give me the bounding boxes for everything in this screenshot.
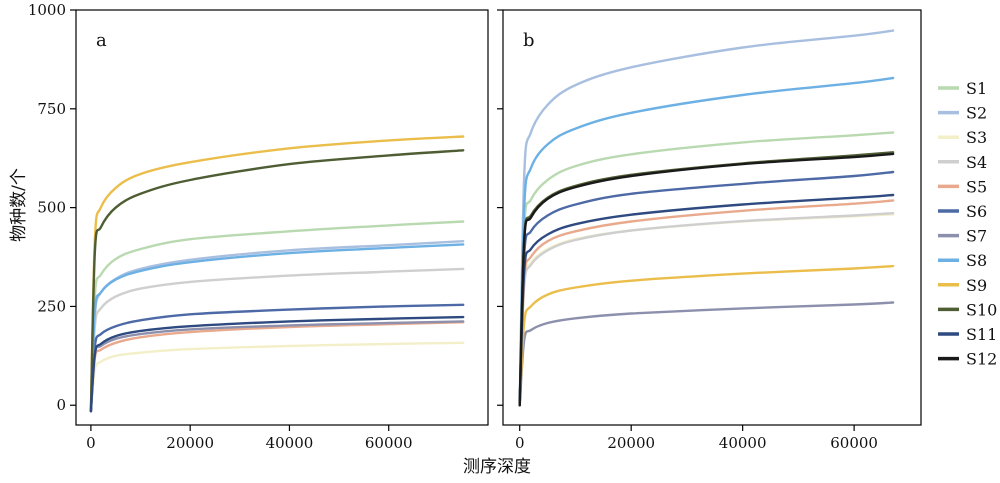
legend-label-s10: S10 — [966, 300, 997, 319]
y-tick-label-500: 500 — [37, 199, 66, 217]
legend-item-s4: S4 — [938, 153, 987, 172]
legend-item-s10: S10 — [938, 300, 997, 319]
series-line-b-s9 — [518, 264, 895, 407]
y-tick-label-750: 750 — [37, 100, 66, 118]
x-tick-label-a-0: 0 — [86, 434, 96, 452]
legend-item-s5: S5 — [938, 177, 987, 196]
legend-item-s3: S3 — [938, 128, 987, 147]
plot-frame-a — [75, 9, 489, 426]
x-tick-label-b-20000: 20000 — [607, 434, 655, 452]
panel-a: 0 20000 40000 60000 0 250 500 750 1000 a — [28, 1, 489, 452]
series-line-a-s10 — [89, 149, 465, 413]
y-tick-label-1000: 1000 — [28, 1, 66, 19]
x-tick-label-b-0: 0 — [515, 434, 525, 452]
legend-label-s8: S8 — [966, 251, 987, 270]
legend-label-s6: S6 — [966, 202, 987, 221]
series-line-b-s7 — [518, 301, 895, 407]
legend-item-s8: S8 — [938, 251, 987, 270]
y-axis-title: 物种数/个 — [9, 168, 29, 242]
legend-label-s2: S2 — [966, 104, 987, 123]
x-tick-label-b-60000: 60000 — [830, 434, 878, 452]
legend-item-s6: S6 — [938, 202, 987, 221]
legend-label-s4: S4 — [966, 153, 987, 172]
series-line-a-s1 — [89, 220, 465, 413]
panels-layer: 0 20000 40000 60000 0 250 500 750 1000 a 0 20000 400… — [28, 1, 922, 452]
x-tick-label-a-60000: 60000 — [365, 434, 413, 452]
legend-item-s12: S12 — [938, 350, 997, 369]
legend-item-s7: S7 — [938, 227, 987, 246]
series-line-b-s10 — [518, 151, 895, 407]
series-line-a-s7 — [89, 320, 465, 413]
series-line-a-s8 — [89, 243, 465, 413]
series-line-b-s8 — [518, 76, 895, 407]
y-tick-label-0: 0 — [56, 396, 66, 414]
legend-label-s7: S7 — [966, 227, 987, 246]
series-line-a-s4 — [89, 267, 465, 413]
series-line-b-s11 — [518, 193, 895, 407]
legend-label-s3: S3 — [966, 128, 987, 147]
series-line-b-s2 — [518, 29, 895, 407]
legend-label-s9: S9 — [966, 276, 987, 295]
series-line-b-s5 — [518, 199, 895, 407]
legend-label-s1: S1 — [966, 79, 987, 98]
series-line-b-s12 — [518, 152, 895, 407]
legend-label-s5: S5 — [966, 177, 987, 196]
series-line-a-s11 — [89, 315, 465, 413]
legend-label-s12: S12 — [966, 350, 997, 369]
legend-item-s1: S1 — [938, 79, 987, 98]
plot-frame-b — [502, 9, 922, 426]
series-line-a-s6 — [89, 303, 465, 413]
panel-label-a: a — [96, 30, 107, 51]
panel-b: 0 20000 40000 60000 b — [497, 9, 922, 452]
series-line-a-s3 — [89, 341, 465, 413]
legend-item-s11: S11 — [938, 325, 997, 344]
legend-item-s2: S2 — [938, 104, 987, 123]
x-axis-title: 测序深度 — [463, 457, 531, 477]
legend-item-s9: S9 — [938, 276, 987, 295]
panel-label-b: b — [523, 30, 535, 51]
series-line-a-s9 — [89, 135, 465, 413]
x-tick-label-a-20000: 20000 — [166, 434, 214, 452]
series-line-a-s5 — [89, 321, 465, 413]
legend-label-s11: S11 — [966, 325, 997, 344]
legend: S1 S2 S3 S4 S5 S6 S7 S8 S9 S10 S11 S12 — [938, 79, 997, 369]
x-tick-label-a-40000: 40000 — [266, 434, 314, 452]
x-tick-label-b-40000: 40000 — [719, 434, 767, 452]
y-tick-label-250: 250 — [37, 297, 66, 315]
